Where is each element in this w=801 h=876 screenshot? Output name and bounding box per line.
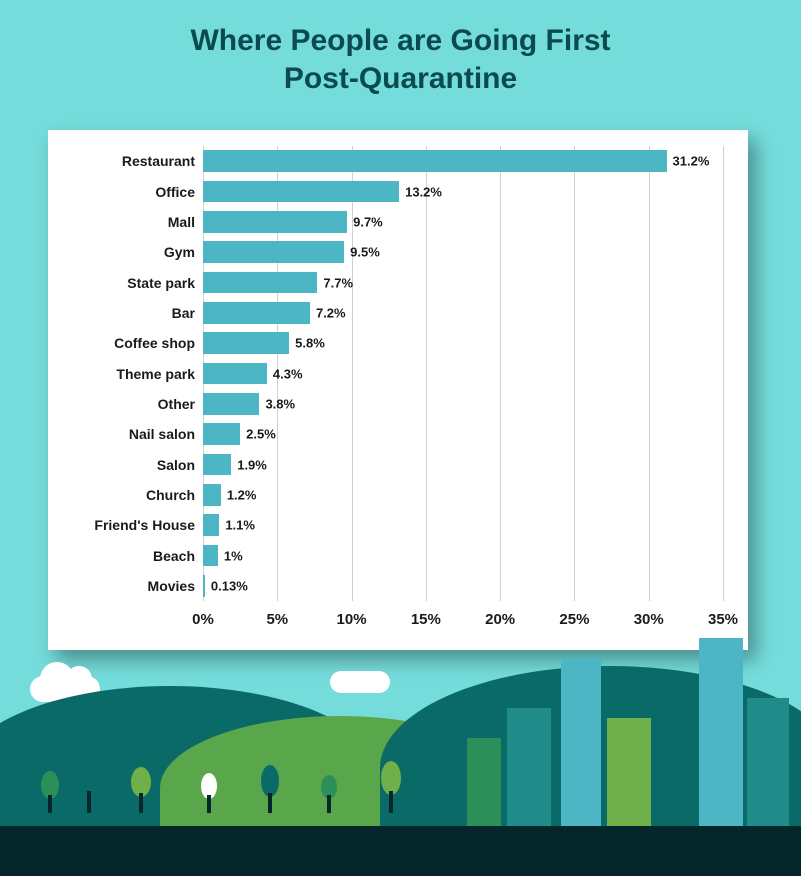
cityscape-illustration: .cloud:nth-of-type(1)::before{width:34px…	[0, 646, 801, 876]
category-label: Mall	[168, 214, 195, 230]
x-axis-tick-label: 15%	[411, 611, 441, 628]
value-label: 3.8%	[265, 396, 295, 411]
value-label: 13.2%	[405, 184, 442, 199]
bar	[203, 423, 240, 445]
value-label: 1%	[224, 548, 243, 563]
bar	[203, 454, 231, 476]
gridline	[426, 146, 427, 601]
building	[507, 708, 551, 828]
title-line-2: Post-Quarantine	[0, 60, 801, 98]
bar	[203, 484, 221, 506]
gridline	[649, 146, 650, 601]
hill	[380, 666, 801, 836]
x-axis-tick-label: 30%	[634, 611, 664, 628]
building	[431, 758, 461, 828]
hill	[160, 716, 520, 836]
category-label: Salon	[157, 457, 195, 473]
bar	[203, 332, 289, 354]
category-label: Movies	[148, 578, 195, 594]
value-label: 5.8%	[295, 336, 325, 351]
building	[699, 638, 743, 828]
bar	[203, 393, 259, 415]
x-axis-tick-label: 35%	[708, 611, 738, 628]
value-label: 1.9%	[237, 457, 267, 472]
tree-icon	[260, 765, 280, 818]
building	[607, 718, 651, 828]
category-label: Nail salon	[129, 426, 195, 442]
value-label: 7.7%	[323, 275, 353, 290]
title-line-1: Where People are Going First	[0, 22, 801, 60]
category-label: Church	[146, 487, 195, 503]
category-label: Coffee shop	[114, 335, 195, 351]
value-label: 1.2%	[227, 487, 257, 502]
tree-icon	[200, 773, 218, 818]
tree-icon	[380, 761, 402, 818]
value-label: 9.5%	[350, 245, 380, 260]
x-axis-tick-label: 10%	[337, 611, 367, 628]
x-axis-tick-label: 20%	[485, 611, 515, 628]
ground	[0, 826, 801, 876]
bar	[203, 514, 219, 536]
x-axis-tick-label: 25%	[559, 611, 589, 628]
building	[747, 698, 789, 828]
x-axis-tick-label: 0%	[192, 611, 214, 628]
page-title: Where People are Going First Post-Quaran…	[0, 0, 801, 97]
chart-plot-area: 0% 5% 10% 15% 20% 25% 30% 35% Restaurant 31.2% Off…	[48, 130, 748, 650]
category-label: Friend's House	[94, 517, 195, 533]
value-label: 4.3%	[273, 366, 303, 381]
value-label: 2.5%	[246, 427, 276, 442]
building	[467, 738, 501, 828]
cloud-icon	[170, 701, 258, 731]
category-label: Restaurant	[122, 153, 195, 169]
value-label: 1.1%	[225, 518, 255, 533]
building	[655, 678, 695, 828]
bar	[203, 150, 667, 172]
category-label: Other	[158, 396, 195, 412]
category-label: Gym	[164, 244, 195, 260]
building	[561, 658, 601, 828]
tree-icon	[40, 771, 60, 818]
bar	[203, 575, 205, 597]
category-label: Office	[155, 184, 195, 200]
bar	[203, 272, 317, 294]
gridline	[574, 146, 575, 601]
hill	[0, 686, 380, 836]
value-label: 31.2%	[673, 154, 710, 169]
bar	[203, 363, 267, 385]
category-label: Bar	[172, 305, 195, 321]
tree-icon	[130, 767, 152, 818]
bar	[203, 181, 399, 203]
value-label: 0.13%	[211, 578, 248, 593]
gridline	[500, 146, 501, 601]
tree-icon	[320, 775, 338, 818]
cloud-icon: .cloud:nth-of-type(1)::before{width:34px…	[30, 676, 100, 702]
category-label: State park	[127, 275, 195, 291]
value-label: 9.7%	[353, 214, 383, 229]
category-label: Theme park	[116, 366, 195, 382]
value-label: 7.2%	[316, 305, 346, 320]
bar	[203, 211, 347, 233]
bar	[203, 302, 310, 324]
bar	[203, 241, 344, 263]
tree-icon	[80, 763, 98, 818]
chart-card: 0% 5% 10% 15% 20% 25% 30% 35% Restaurant 31.2% Off…	[48, 130, 748, 650]
gridline	[723, 146, 724, 601]
x-axis-tick-label: 5%	[266, 611, 288, 628]
cloud-icon	[330, 671, 390, 693]
category-label: Beach	[153, 548, 195, 564]
bar	[203, 545, 218, 567]
